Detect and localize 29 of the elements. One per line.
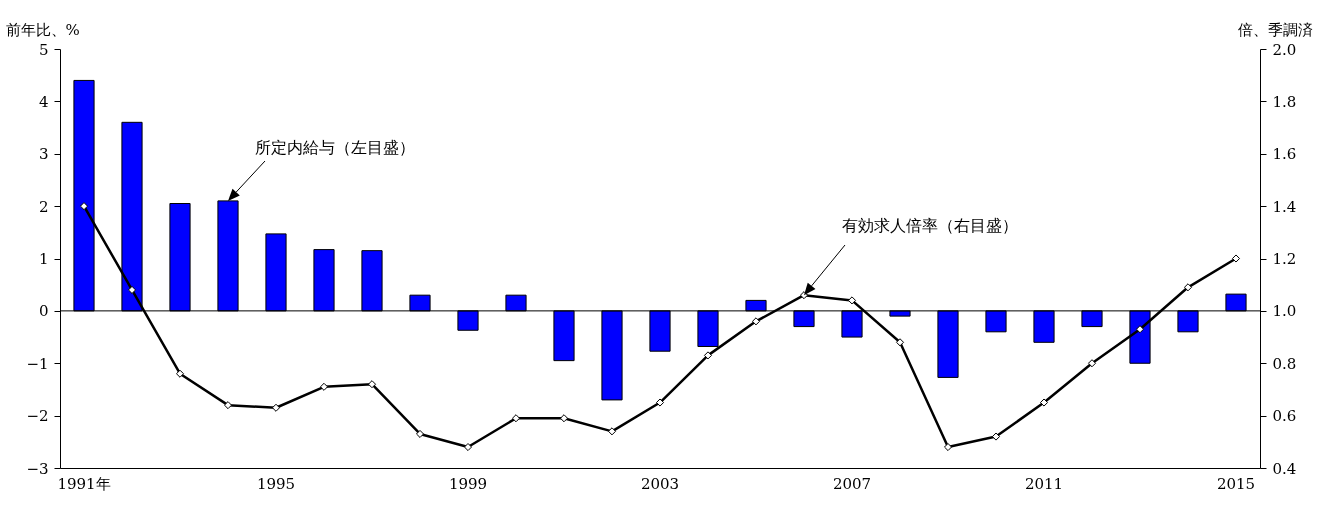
x-tick-label: 2003 <box>640 474 680 493</box>
y2-tick-label: 1.2 <box>1272 250 1297 268</box>
y-tick-label: 5 <box>38 40 49 59</box>
y-tick-label: 1 <box>38 250 49 268</box>
x-tick-label: 2007 <box>832 474 872 493</box>
y2-tick-label: 1.4 <box>1272 197 1297 216</box>
y2-axis-title: 倍、季調済 <box>1237 20 1313 39</box>
y2-tick-label: 0.4 <box>1272 459 1297 478</box>
y-tick-label: −1 <box>26 354 49 373</box>
y-tick-label: 0 <box>38 302 49 321</box>
text: 所定内給与（左目盛） <box>255 138 415 157</box>
y2-tick-label: 1.0 <box>1272 302 1297 321</box>
y-tick-label: 2 <box>38 197 49 216</box>
y-tick-label: 3 <box>38 145 49 164</box>
text: 有効求人倍率（右目盛） <box>842 216 1018 235</box>
y2-tick-label: 1.8 <box>1272 92 1297 111</box>
x-tick-label: 2011 <box>1024 474 1064 493</box>
x-tick-label: 1991年 <box>57 474 111 493</box>
y2-tick-label: 0.8 <box>1272 354 1297 373</box>
y2-tick-label: 1.6 <box>1272 145 1297 164</box>
y2-tick-label: 0.6 <box>1272 407 1297 426</box>
x-tick-label: 1995 <box>256 474 296 493</box>
y-tick-label: −3 <box>26 459 49 478</box>
x-tick-label: 2015 <box>1216 474 1256 493</box>
x-tick-label: 1999 <box>448 474 488 493</box>
y2-tick-label: 2.0 <box>1272 40 1297 59</box>
y-axis-title: 前年比、% <box>5 20 80 39</box>
y-tick-label: 4 <box>38 92 49 111</box>
y-tick-label: −2 <box>26 407 49 426</box>
